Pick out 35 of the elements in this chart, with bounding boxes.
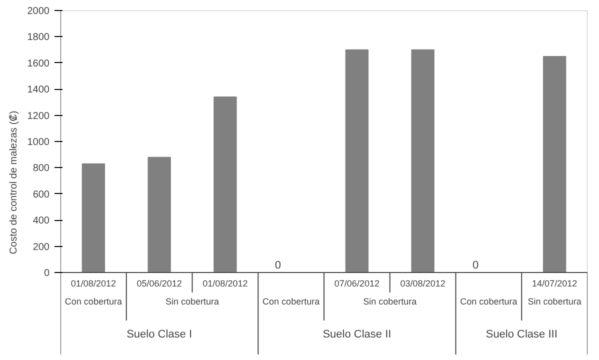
y-tick-label: 200 [32, 242, 50, 253]
y-tick-label: 1400 [27, 84, 50, 96]
x-tick-label: 01/08/2012 [202, 278, 248, 288]
bar [345, 49, 369, 273]
x-tick-label: 14/07/2012 [532, 278, 578, 288]
x-tick-label: 05/06/2012 [136, 278, 182, 288]
y-tick-label: 1800 [27, 32, 50, 44]
y-tick-label: 400 [32, 216, 50, 227]
bar [214, 96, 237, 273]
y-tick-label: 2000 [27, 6, 50, 17]
text: Sin cobertura [165, 296, 220, 306]
text: Suelo Clase II [322, 328, 392, 340]
y-tick-label: 0 [44, 268, 50, 279]
bar [411, 49, 434, 273]
text: Sin cobertura [528, 296, 582, 306]
x-tick-label: 03/08/2012 [400, 278, 446, 288]
bar [82, 163, 106, 273]
text: Con cobertura [262, 296, 320, 306]
y-tick-label: 600 [32, 189, 50, 200]
y-axis-title: Costo de control de malezas (₡) [8, 110, 20, 254]
text: Suelo Clase III [486, 328, 558, 340]
x-tick-label: 07/06/2012 [334, 278, 380, 288]
y-tick-label: 800 [32, 163, 50, 174]
text: Suelo Clase I [126, 328, 192, 340]
data-label: 0 [274, 260, 281, 272]
text: Con cobertura [64, 296, 122, 306]
x-tick-label: 01/08/2012 [70, 278, 116, 288]
text: Sin cobertura [363, 296, 417, 306]
text: Con cobertura [460, 296, 518, 306]
data-label: 0 [472, 260, 479, 272]
y-tick-label: 1200 [27, 110, 50, 122]
bar [148, 156, 171, 273]
y-tick-label: 1600 [27, 58, 50, 70]
bar [542, 56, 566, 273]
y-tick-label: 1000 [27, 137, 50, 148]
